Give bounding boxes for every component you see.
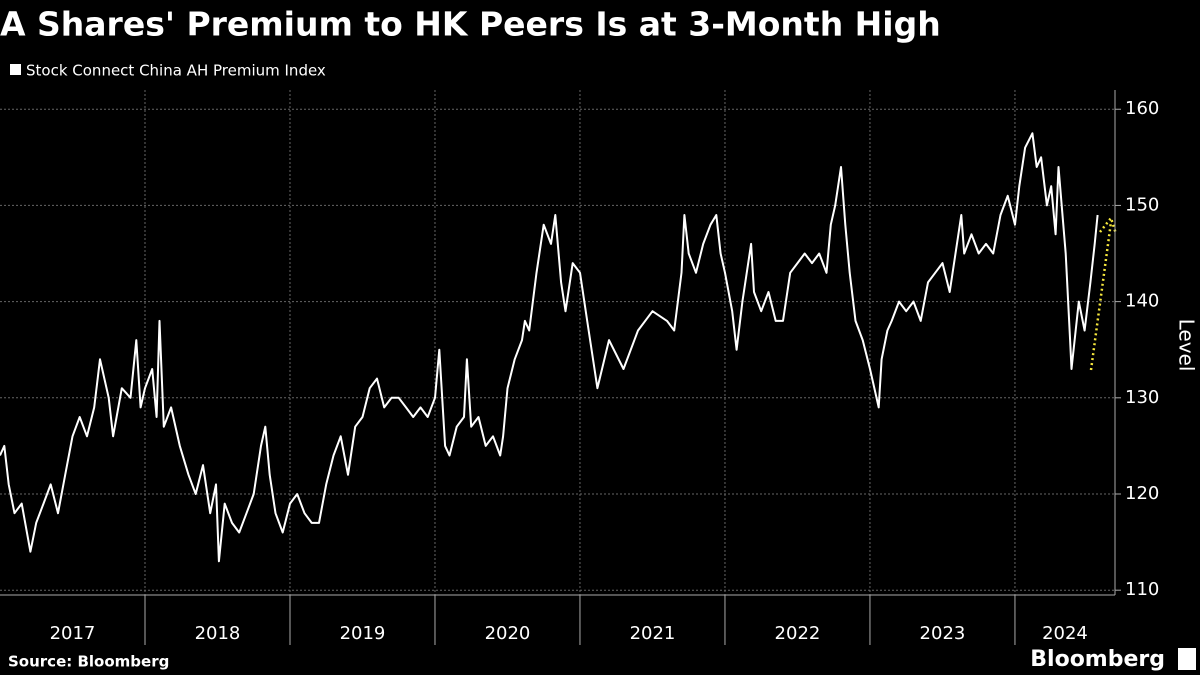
x-tick-label: 2020 [485,623,531,644]
y-tick-label: 120 [1125,483,1159,504]
x-tick-label: 2018 [195,623,241,644]
brand: Bloomberg [1030,647,1165,672]
x-tick-label: 2022 [775,623,821,644]
y-axis-label: Level [1175,319,1199,372]
series-line [0,132,1099,563]
brand-icon [1178,648,1196,670]
x-tick-label: 2017 [50,623,96,644]
y-tick-label: 150 [1125,194,1159,215]
chart-title: A Shares' Premium to HK Peers Is at 3-Mo… [0,5,941,44]
x-tick-label: 2023 [920,623,966,644]
x-tick-label: 2021 [630,623,676,644]
legend-swatch [10,64,21,75]
x-tick-label: 2019 [340,623,386,644]
y-tick-label: 160 [1125,98,1159,119]
legend-label: Stock Connect China AH Premium Index [26,62,326,80]
y-tick-label: 130 [1125,387,1159,408]
x-tick-label: 2024 [1042,623,1088,644]
y-tick-label: 110 [1125,579,1159,600]
source: Source: Bloomberg [8,653,169,671]
y-tick-label: 140 [1125,291,1159,312]
annotation-arrowhead [1099,215,1118,235]
